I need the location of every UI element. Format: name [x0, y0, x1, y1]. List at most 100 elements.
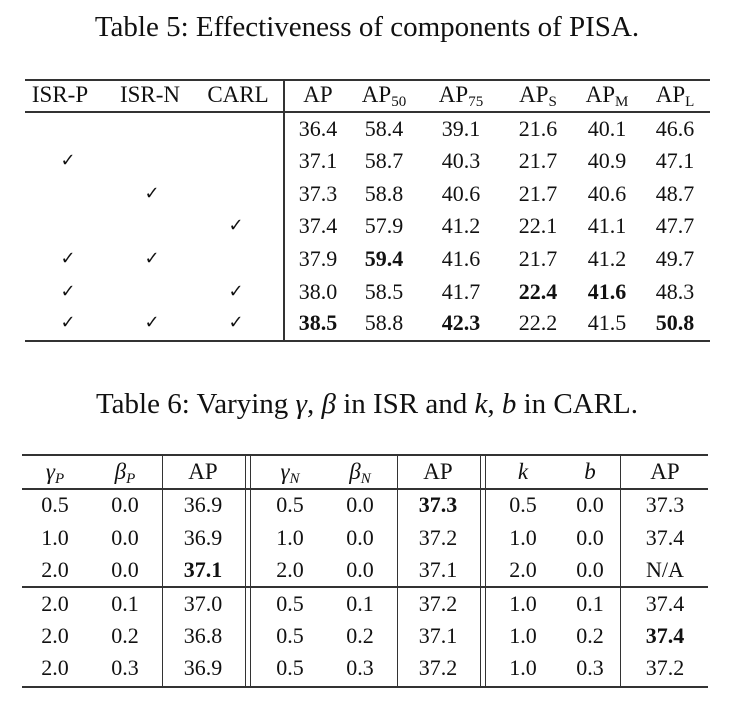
table-cell: 22.2 — [518, 310, 558, 335]
table-cell: 0.1 — [111, 591, 139, 616]
header-label: AP — [650, 459, 680, 484]
table-cell: 58.7 — [364, 148, 404, 173]
header-label: ISR-N — [119, 82, 181, 107]
column-header: APM — [567, 82, 647, 110]
table-cell: 0.3 — [346, 655, 374, 680]
table6-bottom-rule — [22, 686, 708, 688]
table-cell: 36.4 — [298, 116, 338, 141]
header-label: AP — [361, 82, 392, 107]
caption-text: Table 6: Varying — [95, 388, 296, 420]
table-cell: 38.5 — [298, 310, 338, 335]
column-header: AP50 — [344, 82, 424, 110]
table-cell: 41.6 — [441, 246, 481, 271]
table-cell: 37.4 — [298, 213, 338, 238]
table6-mid-rule — [22, 586, 708, 588]
table-cell: 0.5 — [276, 492, 304, 517]
table-cell: 0.2 — [576, 623, 604, 648]
table-cell: 22.1 — [518, 213, 558, 238]
header-label: ISR-P — [31, 82, 89, 107]
table-cell: 0.5 — [276, 591, 304, 616]
table-cell: 41.6 — [587, 279, 627, 304]
column-header: AP — [630, 459, 700, 485]
header-subscript: N — [289, 471, 300, 487]
table5-top-rule — [25, 79, 710, 81]
table-cell: 58.8 — [364, 181, 404, 206]
table-cell: 40.6 — [441, 181, 481, 206]
table-cell: 36.8 — [183, 623, 223, 648]
table-cell: 41.5 — [587, 310, 627, 335]
column-header: AP — [278, 82, 358, 108]
table-cell: 0.0 — [346, 492, 374, 517]
table-cell: 0.0 — [576, 525, 604, 550]
header-subscript: 75 — [468, 94, 484, 110]
header-label: b — [584, 459, 596, 484]
header-label: AP — [303, 82, 333, 107]
caption-math-symbol: k — [474, 388, 488, 420]
table6-vertical-divider — [620, 455, 622, 687]
table-cell: 21.6 — [518, 116, 558, 141]
table-cell: 37.1 — [298, 148, 338, 173]
caption-text: , — [487, 388, 502, 420]
table-cell: 37.2 — [418, 655, 458, 680]
table-cell: 57.9 — [364, 213, 404, 238]
table-cell: 37.4 — [645, 525, 685, 550]
table-cell: 41.7 — [441, 279, 481, 304]
table-cell: 42.3 — [441, 310, 481, 335]
column-header: b — [555, 459, 625, 485]
table-cell: 37.2 — [418, 591, 458, 616]
table-cell: 37.3 — [645, 492, 685, 517]
table-cell: 0.3 — [111, 655, 139, 680]
table-cell: 37.4 — [645, 591, 685, 616]
table-cell: 21.7 — [518, 246, 558, 271]
table-cell: 2.0 — [41, 655, 69, 680]
check-icon: ✓ — [60, 150, 76, 171]
check-icon: ✓ — [144, 183, 160, 204]
table-cell: 0.5 — [276, 623, 304, 648]
column-header: AP — [403, 459, 473, 485]
check-icon: ✓ — [60, 312, 76, 333]
caption-text: in ISR and — [335, 388, 475, 420]
table-cell: 2.0 — [509, 557, 537, 582]
table-cell: 59.4 — [364, 246, 404, 271]
header-label: β — [114, 459, 127, 484]
table-cell: 0.0 — [576, 557, 604, 582]
column-header: ISR-P — [20, 82, 100, 108]
table-cell: 58.8 — [364, 310, 404, 335]
table-cell: 38.0 — [298, 279, 338, 304]
table-cell: 1.0 — [276, 525, 304, 550]
table-cell: 48.7 — [655, 181, 695, 206]
table-cell: 40.6 — [587, 181, 627, 206]
table-cell: 1.0 — [41, 525, 69, 550]
caption-text: in CARL. — [516, 388, 639, 420]
table6-top-rule — [22, 454, 708, 456]
table-cell: 1.0 — [509, 525, 537, 550]
table-cell: 41.1 — [587, 213, 627, 238]
column-header: CARL — [198, 82, 278, 108]
header-subscript: 50 — [391, 94, 407, 110]
column-header: APL — [635, 82, 715, 110]
check-icon: ✓ — [60, 248, 76, 269]
table6-caption: Table 6: Varying γ, β in ISR and k, b in… — [0, 387, 734, 421]
table-cell: 40.9 — [587, 148, 627, 173]
column-header: AP75 — [421, 82, 501, 110]
header-label: AP — [423, 459, 453, 484]
header-label: AP — [438, 82, 469, 107]
header-subscript: P — [126, 471, 136, 487]
table-cell: 37.1 — [418, 623, 458, 648]
check-icon: ✓ — [228, 281, 244, 302]
table-cell: 2.0 — [276, 557, 304, 582]
table-cell: 50.8 — [655, 310, 695, 335]
header-label: γ — [45, 459, 55, 484]
table-cell: 0.0 — [111, 525, 139, 550]
table-cell: 0.1 — [346, 591, 374, 616]
table-cell: 47.1 — [655, 148, 695, 173]
table-cell: 0.0 — [346, 525, 374, 550]
table-cell: 58.4 — [364, 116, 404, 141]
table-cell: 1.0 — [509, 623, 537, 648]
table-cell: 40.1 — [587, 116, 627, 141]
table-cell: N/A — [646, 557, 684, 582]
header-subscript: N — [360, 471, 371, 487]
header-label: CARL — [207, 82, 269, 107]
table-cell: 37.0 — [183, 591, 223, 616]
table-cell: 0.5 — [509, 492, 537, 517]
